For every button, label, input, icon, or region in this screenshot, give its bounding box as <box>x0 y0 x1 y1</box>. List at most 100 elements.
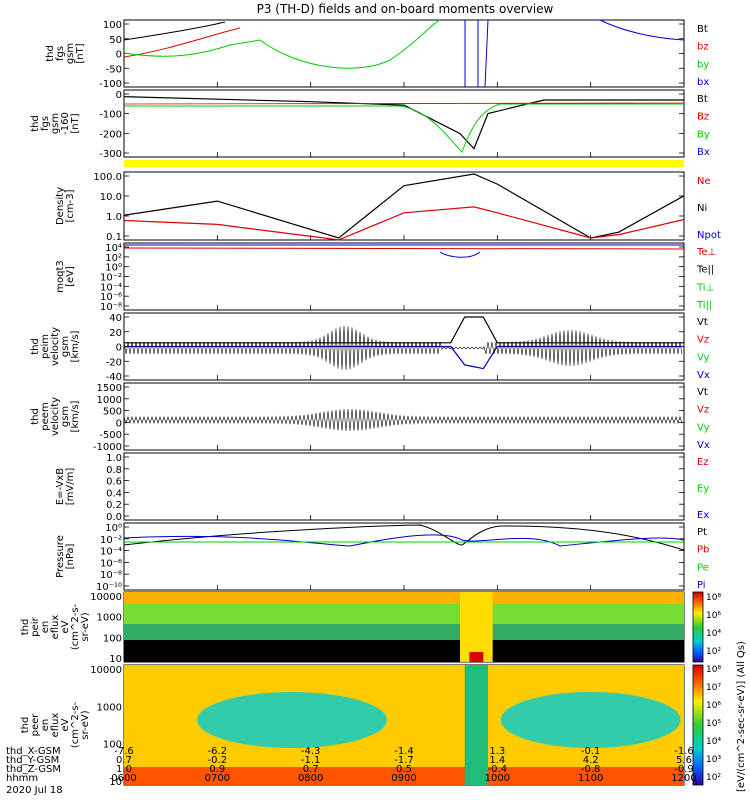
x-tick-value: -0.4 <box>488 764 508 775</box>
pressure-pt-trace <box>123 524 685 551</box>
y-tick-label: 500 <box>103 407 122 418</box>
y-axis-label-line: (cm^2-s- <box>70 701 81 748</box>
y-tick-label: 10⁻⁶ <box>100 292 122 303</box>
electron-spectrogram-lobe <box>500 692 681 748</box>
y-tick-label: 10⁰ <box>105 523 122 534</box>
y-axis-label-line: velocity <box>50 327 61 366</box>
panel-mode_bar <box>124 160 684 167</box>
panel-frame <box>123 19 685 88</box>
y-tick-label: 0.4 <box>106 488 122 499</box>
x-tick-value: 0800 <box>298 773 323 784</box>
x-tick-value: -1.4 <box>394 746 414 757</box>
colorbar: 10⁸ 10⁶ 10⁴ 10² 10⁸ 10⁷ 10⁶ 10⁵ 10⁴ 10³ 10² [eV/(c… <box>692 591 747 792</box>
y-tick-label: 40 <box>109 313 122 324</box>
legend-efield-2: Ex <box>697 510 709 521</box>
legend-ion_velocity-1: Vz <box>697 335 709 346</box>
y-tick-label: 100.0 <box>93 172 122 183</box>
y-axis-label-line: [km/s] <box>70 400 81 432</box>
y-axis-label-line: gsm <box>60 406 71 427</box>
y-axis-label-line: gsm <box>60 336 71 357</box>
figure-title: P3 (TH-D) fields and on-board moments ov… <box>257 2 554 16</box>
legend-fgs_gsm-2: by <box>697 59 709 70</box>
x-tick-value: 0600 <box>111 773 136 784</box>
x-tick-value: -0.8 <box>581 764 601 775</box>
y-tick-label: 10⁻⁴ <box>100 547 122 558</box>
y-tick-label: -100 <box>99 110 122 121</box>
x-tick-value: 1200 <box>671 773 696 784</box>
y-axis-label-line: Density <box>55 187 66 225</box>
legend-efield-0: Ez <box>697 457 709 468</box>
y-tick-label: 0 <box>116 90 122 101</box>
series-ion-vx <box>124 345 684 370</box>
y-tick-label: 1.0 <box>106 212 122 223</box>
colorbar-tick: 10⁸ <box>706 593 721 603</box>
y-tick-label: 10⁻² <box>100 535 122 546</box>
x-row-label: 2020 Jul 18 <box>6 785 63 796</box>
panel-fgs_gsm: 100 50 0 -50 -100 thd fgs gsm [nT] Bt bz by bx <box>45 19 709 90</box>
x-tick-value: 0.7 <box>303 764 319 775</box>
y-axis-label-line: (cm^2-s- <box>70 603 81 650</box>
legend-temperature-1: Te|| <box>696 265 714 276</box>
x-tick-value: -0.1 <box>581 746 601 757</box>
colorbar-tick: 10² <box>706 647 721 657</box>
y-tick-label: -100 <box>99 79 122 90</box>
y-tick-label: 0 <box>116 50 122 61</box>
electron-velocity-trace <box>123 408 683 432</box>
x-tick-value: 0.7 <box>116 755 132 766</box>
legend-electron_velocity-0: Vt <box>697 387 708 398</box>
legend-fgs_gsm_2-0: Bt <box>697 94 708 105</box>
x-tick-value: 0900 <box>391 773 416 784</box>
y-tick-label: 10⁻⁴ <box>100 282 122 293</box>
y-axis-label-line: moqt3 <box>55 260 66 293</box>
y-tick-label: 1.0 <box>106 453 122 464</box>
series-fgs-bt <box>123 96 684 150</box>
x-tick-value: 0.5 <box>396 764 412 775</box>
y-tick-label: 0.0 <box>106 512 122 523</box>
y-tick-label: 100 <box>103 740 122 751</box>
y-tick-label: 10000 <box>90 665 122 676</box>
y-axis-label-line: en <box>40 719 51 732</box>
y-tick-label: 0.2 <box>106 500 122 511</box>
y-axis-label-line: [nPa] <box>65 543 76 569</box>
x-tick-value: 1000 <box>485 773 510 784</box>
legend-temperature-3: Ti|| <box>696 300 712 311</box>
panel-frame <box>123 242 685 311</box>
y-tick-label: -500 <box>99 430 122 441</box>
ion-spectrogram-band <box>124 604 684 624</box>
legend-fgs_gsm-1: bz <box>697 42 709 53</box>
colorbar-tick: 10⁴ <box>706 737 721 747</box>
colorbar-electron <box>692 664 704 786</box>
x-row-label: thd_X-GSM <box>6 746 61 757</box>
legend-electron_velocity-1: Vz <box>697 405 709 416</box>
y-tick-label: 10.0 <box>100 192 122 203</box>
legend-fgs_gsm-3: bx <box>697 77 709 88</box>
x-tick-value: -0.2 <box>208 755 228 766</box>
legend-density-0: Ne <box>697 176 711 187</box>
y-tick-label: 1000 <box>97 613 122 624</box>
x-tick-value: -0.9 <box>674 764 694 775</box>
y-tick-label: -20 <box>106 357 122 368</box>
x-tick-value: -7.6 <box>114 746 134 757</box>
x-row-label: thd_Y-GSM <box>6 755 59 766</box>
y-tick-label: 50 <box>109 35 122 46</box>
x-tick-value: 1.0 <box>116 764 132 775</box>
y-tick-label: 1500 <box>97 383 122 394</box>
colorbar-tick: 10⁶ <box>706 611 721 621</box>
y-axis-label-line: sr-eV) <box>80 612 91 641</box>
legend-temperature-2: Ti⊥ <box>696 282 714 293</box>
y-tick-label: 100 <box>103 20 122 31</box>
y-tick-label: 10000 <box>90 592 122 603</box>
fgs-bx-spikes <box>464 19 489 88</box>
ion-spectrogram-core <box>469 652 484 662</box>
y-tick-label: 10⁰ <box>105 263 122 274</box>
panel-frame <box>123 171 685 241</box>
x-tick-value: 0.9 <box>209 764 225 775</box>
y-tick-label: -40 <box>106 372 122 383</box>
y-axis-label-line: peim <box>40 334 51 359</box>
x-row-label: thd_Z-GSM <box>6 764 61 775</box>
legend-temperature-0: Te⊥ <box>696 247 716 258</box>
